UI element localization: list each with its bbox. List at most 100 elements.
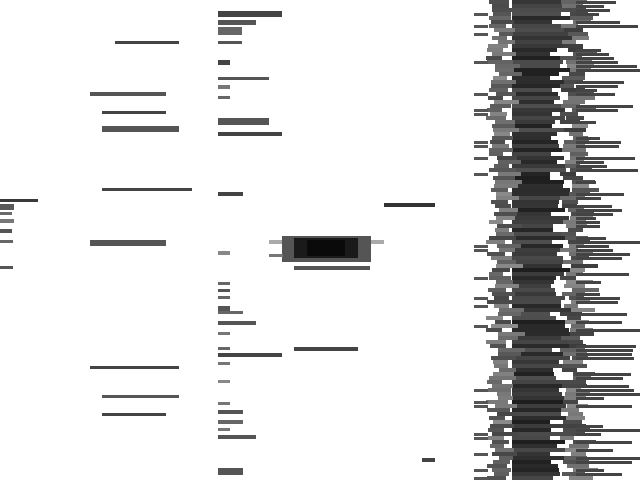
streak — [566, 116, 584, 120]
streak — [218, 132, 282, 136]
streak — [496, 232, 514, 236]
streak — [494, 132, 510, 136]
streak — [491, 256, 512, 260]
streak — [512, 104, 565, 108]
streak — [576, 109, 618, 112]
streak — [576, 25, 638, 28]
streak — [512, 472, 560, 476]
streak — [576, 357, 634, 360]
streak — [512, 360, 559, 364]
streak — [512, 44, 571, 48]
streak — [489, 272, 503, 276]
streak — [576, 253, 630, 256]
streak — [512, 420, 550, 424]
streak — [563, 100, 585, 104]
streak — [494, 100, 519, 104]
streak — [576, 237, 606, 240]
streak — [576, 81, 624, 84]
streak — [576, 49, 601, 52]
streak — [512, 184, 563, 188]
streak — [512, 312, 550, 316]
streak — [497, 392, 511, 396]
streak — [492, 4, 509, 8]
streak — [512, 136, 551, 140]
streak — [488, 44, 508, 48]
streak — [496, 264, 523, 268]
streak — [490, 104, 511, 108]
streak — [512, 188, 570, 192]
streak — [495, 448, 514, 452]
streak — [512, 428, 551, 432]
streak — [512, 352, 563, 356]
streak — [384, 203, 435, 207]
streak — [512, 448, 567, 452]
streak — [576, 169, 638, 172]
streak — [218, 289, 230, 292]
streak — [512, 88, 552, 92]
streak — [512, 440, 565, 444]
streak — [576, 441, 632, 444]
streak — [560, 84, 574, 88]
streak — [569, 476, 593, 480]
streak — [487, 476, 506, 480]
streak — [489, 276, 511, 280]
streak — [569, 132, 583, 136]
streak — [492, 52, 516, 56]
streak — [576, 157, 635, 160]
streak — [512, 424, 567, 428]
streak — [218, 192, 243, 196]
streak — [561, 336, 580, 340]
streak — [474, 173, 488, 176]
streak — [512, 408, 566, 412]
streak — [576, 345, 636, 348]
streak — [576, 165, 607, 168]
streak — [576, 257, 622, 260]
streak — [492, 36, 507, 40]
streak — [512, 200, 559, 204]
streak — [489, 220, 503, 224]
streak — [562, 364, 587, 368]
streak — [576, 85, 618, 88]
streak — [486, 340, 506, 344]
streak — [571, 308, 595, 312]
streak — [564, 128, 586, 132]
streak — [576, 397, 604, 400]
streak — [512, 120, 555, 124]
streak — [576, 429, 640, 432]
streak — [512, 412, 561, 416]
streak — [562, 40, 576, 44]
streak — [576, 293, 600, 296]
streak — [487, 408, 510, 412]
streak — [218, 41, 242, 44]
streak — [512, 16, 572, 20]
streak — [491, 80, 516, 84]
streak — [474, 61, 488, 64]
streak — [474, 25, 488, 28]
streak — [566, 272, 583, 276]
streak — [567, 464, 589, 468]
streak — [512, 176, 550, 180]
streak — [512, 336, 563, 340]
streak — [562, 368, 577, 372]
streak — [561, 88, 585, 92]
streak — [491, 84, 512, 88]
streak — [487, 464, 507, 468]
streak — [474, 297, 488, 300]
streak — [560, 380, 586, 384]
streak — [576, 161, 604, 164]
streak — [489, 168, 516, 172]
streak — [218, 96, 230, 99]
streak — [218, 85, 230, 89]
streak — [492, 124, 515, 128]
streak — [90, 92, 166, 96]
streak — [576, 349, 633, 352]
streak — [576, 61, 618, 64]
streak — [576, 313, 627, 316]
streak — [512, 284, 551, 288]
streak — [576, 137, 600, 140]
streak — [512, 248, 575, 252]
streak — [576, 197, 601, 200]
streak — [492, 136, 513, 140]
streak — [474, 113, 488, 116]
streak — [493, 128, 519, 132]
